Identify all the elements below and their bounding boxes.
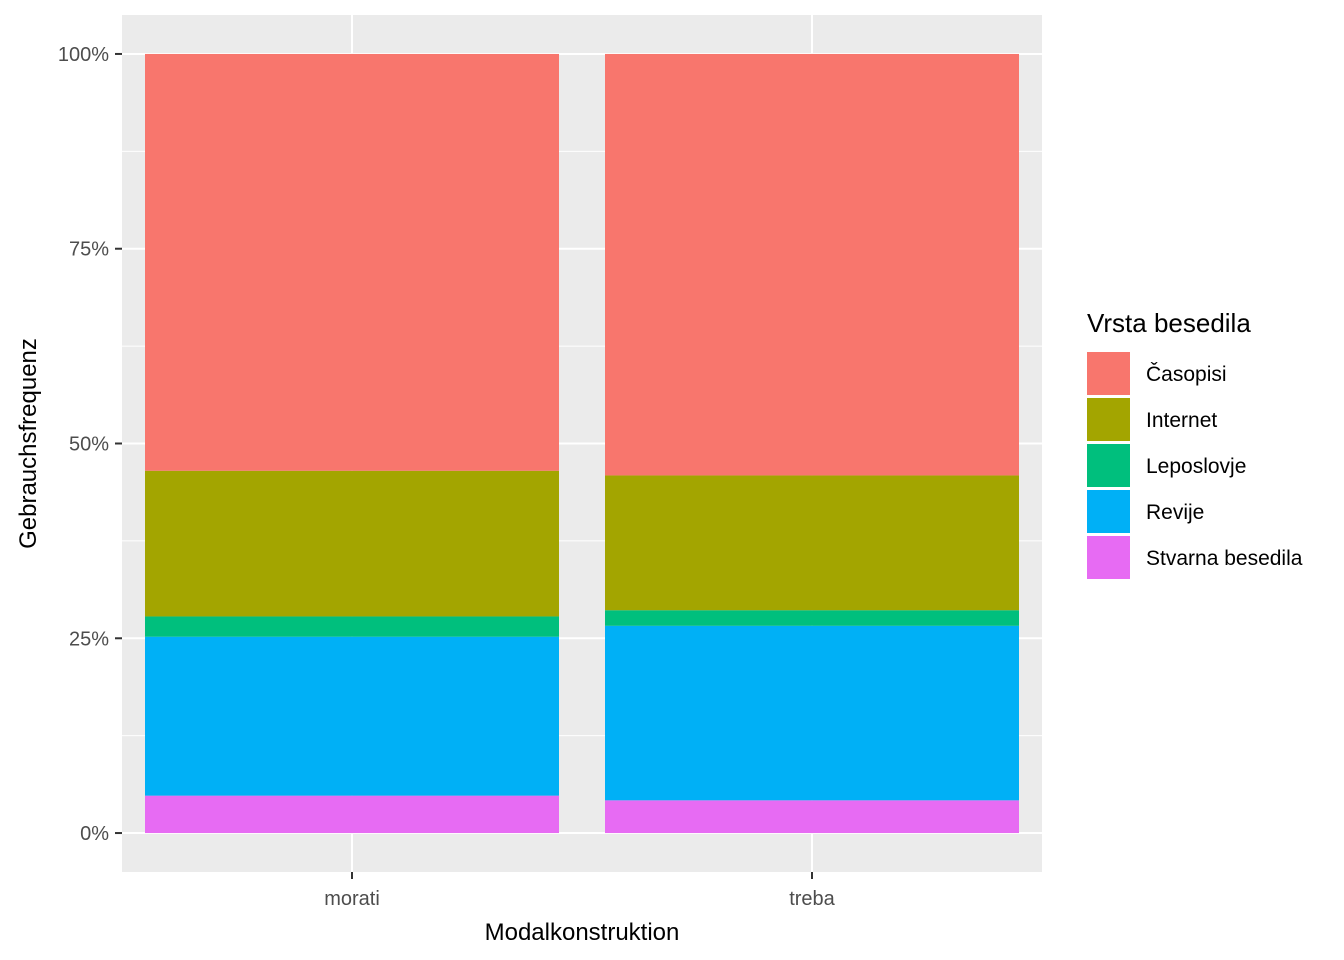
- legend-title: Vrsta besedila: [1087, 308, 1251, 338]
- y-tick-label: 100%: [58, 44, 109, 66]
- bar-segment-treba-revije: [605, 625, 1019, 801]
- bar-segment-morati-internet: [145, 470, 559, 617]
- x-tick-label: morati: [324, 888, 380, 910]
- legend-swatch: [1087, 490, 1130, 533]
- bar-segment-treba-leposlovje: [605, 610, 1019, 626]
- y-tick-label: 25%: [69, 628, 109, 650]
- legend-swatch: [1087, 398, 1130, 441]
- legend-swatch: [1087, 536, 1130, 579]
- y-axis: 0% 25% 50% 75% 100%: [58, 44, 122, 845]
- bar-segment-morati-časopisi: [145, 53, 559, 471]
- bar-segment-morati-revije: [145, 636, 559, 796]
- legend-swatch: [1087, 444, 1130, 487]
- y-axis-title: Gebrauchsfrequenz: [15, 338, 42, 549]
- legend: Vrsta besedila Časopisi Internet Leposlovj…: [1087, 308, 1303, 579]
- bar-segment-treba-časopisi: [605, 53, 1019, 476]
- x-axis: morati treba: [324, 872, 836, 910]
- legend-label: Časopisi: [1146, 363, 1227, 386]
- bar-segment-treba-stvarna-besedila: [605, 800, 1019, 834]
- bar-segment-morati-leposlovje: [145, 616, 559, 637]
- x-tick-label: treba: [789, 888, 835, 910]
- x-axis-title: Modalkonstruktion: [485, 919, 680, 946]
- legend-label: Leposlovje: [1146, 455, 1246, 478]
- bar-segment-treba-internet: [605, 475, 1019, 611]
- legend-label: Revije: [1146, 501, 1204, 524]
- legend-label: Internet: [1146, 409, 1217, 432]
- legend-label: Stvarna besedila: [1146, 547, 1303, 570]
- y-tick-label: 50%: [69, 434, 109, 456]
- y-tick-label: 0%: [80, 823, 109, 845]
- y-tick-label: 75%: [69, 239, 109, 261]
- bar-segment-morati-stvarna-besedila: [145, 795, 559, 834]
- bars-group: [145, 53, 1019, 834]
- legend-swatch: [1087, 352, 1130, 395]
